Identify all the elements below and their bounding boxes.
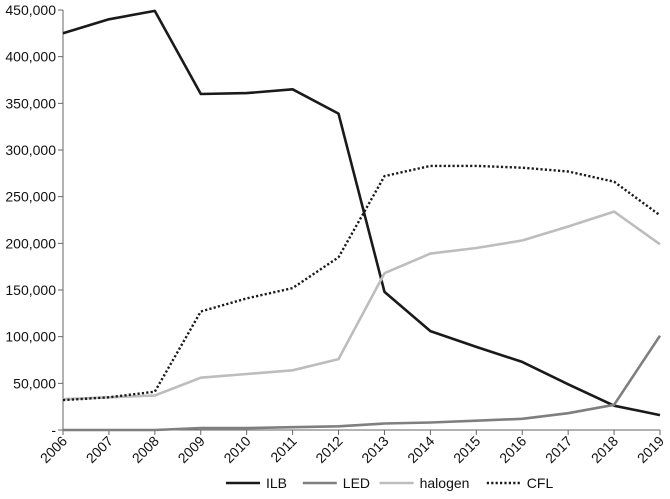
x-tick-label: 2018: [588, 433, 621, 466]
x-tick-label: 2013: [358, 433, 391, 466]
y-axis: - 50,000 100,000 150,000 200,000 250,000 300,0…: [5, 2, 64, 438]
y-tick-label: -: [51, 422, 56, 438]
legend-label-ilb: ILB: [266, 475, 287, 491]
y-tick-label: 450,000: [5, 2, 56, 18]
x-tick-label: 2007: [83, 433, 116, 466]
series-line-halogen: [62, 210, 661, 401]
series-line-cfl: [62, 164, 661, 402]
y-tick-label: 100,000: [5, 329, 56, 345]
y-tick-label: 200,000: [5, 235, 56, 251]
legend-label-cfl: CFL: [527, 475, 554, 491]
x-tick-label: 2016: [496, 433, 529, 466]
x-tick-label: 2010: [220, 433, 253, 466]
series-line-led: [63, 334, 662, 432]
series-line-ilb: [62, 9, 661, 417]
x-tick-label: 2006: [37, 433, 70, 466]
y-tick-label: 250,000: [5, 189, 56, 205]
x-tick-label: 2011: [267, 433, 300, 466]
legend: ILB LED halogen CFL: [226, 475, 553, 491]
x-axis: 2006 2007 2008 2009 2010 2011 2012 2013 2014 2015…: [37, 429, 667, 466]
x-tick-label: 2015: [450, 433, 483, 466]
legend-label-halogen: halogen: [420, 475, 470, 491]
x-tick-label: 2019: [634, 433, 667, 466]
legend-label-led: LED: [343, 475, 370, 491]
x-tick-label: 2012: [312, 433, 345, 466]
x-tick-label: 2008: [129, 433, 162, 466]
y-tick-label: 300,000: [5, 142, 56, 158]
y-tick-label: 350,000: [5, 95, 56, 111]
y-tick-label: 150,000: [5, 282, 56, 298]
x-tick-label: 2017: [542, 433, 575, 466]
series-lines: [62, 9, 662, 432]
x-tick-label: 2014: [404, 433, 437, 466]
y-tick-label: 50,000: [13, 375, 56, 391]
y-tick-label: 400,000: [5, 49, 56, 65]
x-tick-label: 2009: [175, 433, 208, 466]
